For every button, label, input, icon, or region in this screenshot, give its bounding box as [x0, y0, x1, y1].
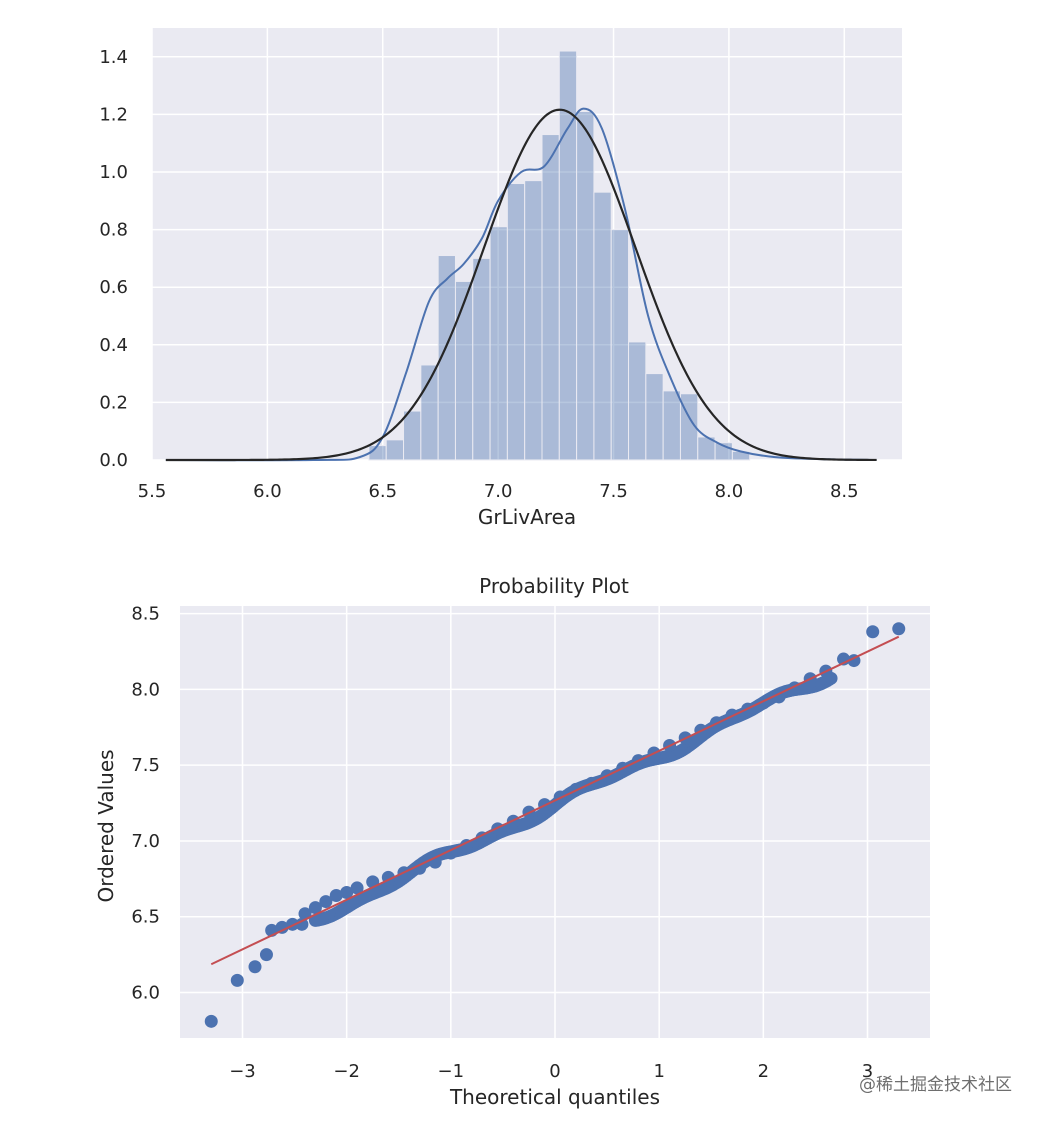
- histogram-x-tick-labels: 5.5 6.0 6.5 7.0 7.5 8.0 8.5: [138, 481, 859, 502]
- histogram-bar: [454, 280, 474, 461]
- histogram-chart: 5.5 6.0 6.5 7.0 7.5 8.0 8.5 0.0 0.2 0.4 0.6 0.8 1.0…: [99, 28, 902, 529]
- histogram-plot-area: [152, 28, 902, 460]
- probability-plot-point: [275, 920, 289, 934]
- probability-plot-point: [230, 973, 244, 987]
- probability-plot-x-tick-label: −2: [333, 1061, 360, 1082]
- probability-plot-point: [308, 901, 322, 915]
- histogram-x-tick-label: 5.5: [138, 481, 167, 502]
- probability-plot-point: [459, 838, 473, 852]
- probability-plot-point: [350, 881, 364, 895]
- probability-plot-y-tick-label: 6.5: [131, 907, 160, 928]
- probability-plot-y-tick-label: 7.5: [131, 755, 160, 776]
- histogram-bar: [628, 341, 647, 461]
- probability-plot-x-tick-label: 0: [549, 1061, 560, 1082]
- histogram-bar: [541, 134, 560, 461]
- histogram-bar: [506, 183, 526, 461]
- histogram-bar: [524, 180, 543, 461]
- histogram-y-tick-label: 0.0: [99, 450, 128, 471]
- histogram-y-tick-label: 1.0: [99, 162, 128, 183]
- histogram-bar: [576, 111, 595, 461]
- probability-plot-x-tick-labels: −3 −2 −1 0 1 2 3: [229, 1061, 873, 1082]
- probability-plot-point: [319, 895, 333, 909]
- histogram-y-tick-label: 1.2: [99, 104, 128, 125]
- histogram-y-tick-label: 0.2: [99, 392, 128, 413]
- probability-plot-y-tick-label: 8.5: [131, 604, 160, 625]
- probability-plot-point: [866, 625, 880, 639]
- histogram-bar: [472, 257, 491, 461]
- histogram-x-tick-label: 8.5: [830, 481, 859, 502]
- histogram-bar: [610, 229, 630, 461]
- histogram-x-tick-label: 8.0: [715, 481, 744, 502]
- probability-plot-point: [340, 885, 354, 899]
- watermark-text: @稀土掘金技术社区: [859, 1075, 1012, 1095]
- normal-fit-curve: [165, 108, 877, 462]
- probability-plot-point: [248, 960, 262, 974]
- probability-plot-point: [413, 861, 427, 875]
- histogram-x-tick-label: 7.0: [484, 481, 513, 502]
- histogram-y-tick-label: 0.8: [99, 220, 128, 241]
- probability-plot-x-tick-label: −3: [229, 1061, 256, 1082]
- histogram-y-tick-labels: 0.0 0.2 0.4 0.6 0.8 1.0 1.2 1.4: [99, 47, 128, 471]
- probability-plot-x-axis-label: Theoretical quantiles: [449, 1085, 660, 1109]
- histogram-x-tick-label: 6.0: [253, 481, 282, 502]
- probability-plot-point: [329, 889, 343, 903]
- probability-plot-fit-line: [210, 635, 900, 966]
- probability-plot-point: [892, 622, 906, 636]
- probability-plot-y-tick-label: 6.0: [131, 983, 160, 1004]
- histogram-x-axis-label: GrLivArea: [478, 505, 576, 529]
- probability-plot-y-axis-label: Ordered Values: [94, 749, 118, 902]
- probability-plot-title: Probability Plot: [479, 574, 629, 598]
- probability-plot-x-tick-label: 1: [653, 1061, 664, 1082]
- kde-curve: [165, 107, 877, 462]
- probability-plot-x-tick-label: −1: [438, 1061, 465, 1082]
- histogram-bars: [368, 50, 751, 461]
- histogram-x-tick-label: 6.5: [368, 481, 397, 502]
- probability-plot-y-tick-label: 8.0: [131, 679, 160, 700]
- histogram-bar: [385, 439, 405, 461]
- histogram-bar: [593, 191, 612, 461]
- probability-plot-x-tick-label: 3: [862, 1061, 873, 1082]
- histogram-y-tick-label: 0.6: [99, 277, 128, 298]
- histogram-bar: [662, 390, 681, 461]
- probability-plot-point: [259, 948, 273, 962]
- probability-plot-y-tick-label: 7.0: [131, 831, 160, 852]
- histogram-bar: [489, 226, 508, 461]
- histogram-y-tick-label: 1.4: [99, 47, 128, 68]
- probability-plot-gridlines: [180, 606, 930, 1038]
- probability-plot-point: [444, 846, 458, 860]
- probability-plot-point: [772, 690, 786, 704]
- probability-plot-point: [204, 1014, 218, 1028]
- probability-plot-chart: Probability Plot −3 −2 −1 0 1 2 3 6.0 6.5 7.0 7.5…: [94, 574, 930, 1109]
- probability-plot-y-tick-labels: 6.0 6.5 7.0 7.5 8.0 8.5: [131, 604, 160, 1004]
- probability-plot-x-tick-label: 2: [758, 1061, 769, 1082]
- probability-plot-point: [295, 917, 309, 931]
- histogram-x-tick-label: 7.5: [599, 481, 628, 502]
- histogram-bar: [645, 373, 664, 461]
- histogram-y-tick-label: 0.4: [99, 335, 128, 356]
- histogram-bar: [403, 410, 422, 461]
